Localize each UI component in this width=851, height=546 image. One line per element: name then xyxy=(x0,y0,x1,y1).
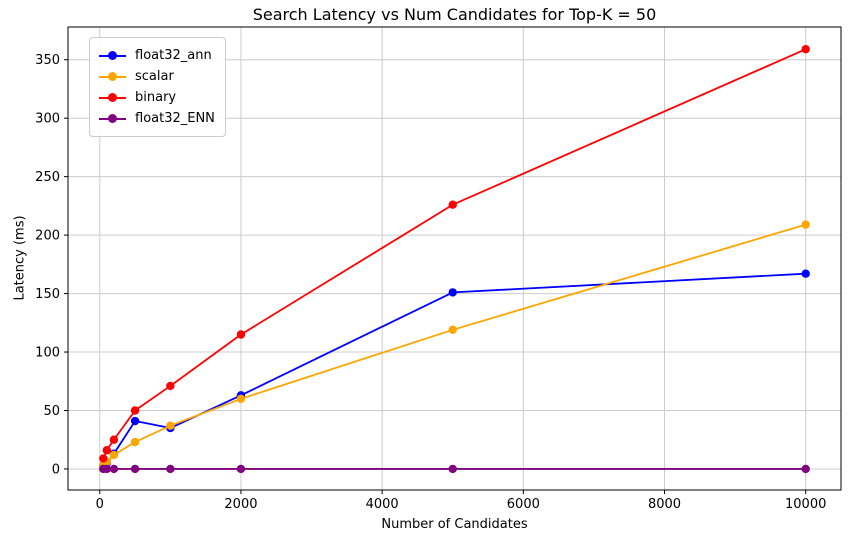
data-point-float32_ENN xyxy=(109,464,119,474)
legend-item-float32_ann: float32_ann xyxy=(99,45,215,66)
x-tick-label: 4000 xyxy=(366,497,399,512)
data-point-float32_ENN xyxy=(448,464,457,474)
plot-frame xyxy=(67,26,842,491)
legend-line-marker-icon xyxy=(99,92,126,103)
data-point-float32_ENN xyxy=(236,464,246,474)
data-point-binary xyxy=(102,446,112,455)
series-line-float32_ann xyxy=(102,272,806,467)
legend-label: float32_ann xyxy=(135,48,212,63)
legend-label: binary xyxy=(135,90,177,105)
data-point-float32_ENN xyxy=(102,464,112,474)
legend-label: float32_ENN xyxy=(135,111,215,126)
y-tick-label: 0 xyxy=(52,462,60,477)
x-tick-label: 8000 xyxy=(648,497,681,512)
y-tick-label: 200 xyxy=(35,229,60,244)
data-point-binary xyxy=(801,45,810,54)
data-point-float32_ann xyxy=(801,269,810,278)
x-tick-label: 10000 xyxy=(785,497,826,512)
data-point-float32_ann xyxy=(448,288,457,297)
data-point-binary xyxy=(130,406,140,415)
series-line-scalar xyxy=(102,223,806,467)
y-tick-label: 350 xyxy=(35,53,60,68)
y-tick-label: 300 xyxy=(35,112,60,127)
data-point-binary xyxy=(448,200,457,209)
data-point-scalar xyxy=(801,220,810,229)
data-point-float32_ENN xyxy=(130,464,140,474)
y-tick-label: 100 xyxy=(35,346,60,361)
data-point-binary xyxy=(109,435,119,444)
legend-line-marker-icon xyxy=(99,113,126,124)
legend-item-scalar: scalar xyxy=(99,66,215,87)
data-point-binary xyxy=(99,454,108,463)
data-point-scalar xyxy=(166,421,175,430)
y-tick-label: 50 xyxy=(43,404,60,419)
x-tick-label: 6000 xyxy=(507,497,540,512)
data-point-binary xyxy=(236,330,246,339)
x-tick-label: 0 xyxy=(96,497,104,512)
legend-item-binary: binary xyxy=(99,87,215,108)
data-point-scalar xyxy=(448,325,457,335)
data-point-float32_ann xyxy=(130,416,140,426)
data-point-float32_ENN xyxy=(801,464,810,474)
legend-item-float32_ENN: float32_ENN xyxy=(99,108,215,129)
y-tick-label: 250 xyxy=(35,170,60,185)
x-axis-label: Number of Candidates xyxy=(381,517,528,532)
legend-label: scalar xyxy=(135,69,174,84)
chart-title: Search Latency vs Num Candidates for Top… xyxy=(252,5,657,24)
data-point-scalar xyxy=(109,450,119,460)
legend: float32_ann scalar binary float32_ENN xyxy=(89,37,226,137)
data-point-binary xyxy=(166,381,175,391)
y-tick-label: 150 xyxy=(35,287,60,302)
data-point-scalar xyxy=(130,437,140,447)
legend-line-marker-icon xyxy=(99,71,126,82)
data-point-scalar xyxy=(236,394,246,404)
legend-line-marker-icon xyxy=(99,50,126,61)
x-tick-label: 2000 xyxy=(224,497,257,512)
data-point-float32_ENN xyxy=(166,464,175,474)
